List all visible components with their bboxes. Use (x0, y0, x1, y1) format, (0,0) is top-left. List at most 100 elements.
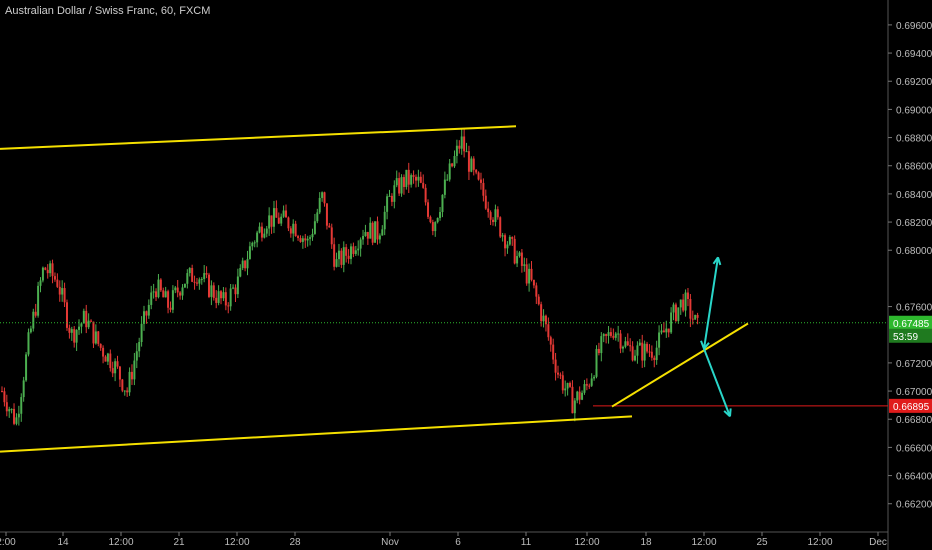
candle-body (455, 145, 458, 156)
candle-body (578, 391, 581, 400)
candle-body (188, 268, 191, 274)
candle-body (97, 331, 100, 344)
candle-body (390, 195, 393, 202)
candle-body (29, 328, 32, 333)
candle-body (92, 321, 95, 344)
candle-body (275, 208, 278, 218)
candle-body (143, 311, 146, 324)
candle-body (371, 222, 374, 243)
candle-body (520, 252, 523, 266)
candle-body (590, 378, 593, 386)
candle-body (58, 286, 61, 295)
candle-body (345, 247, 348, 256)
candle-body (198, 279, 201, 284)
candle-body (17, 413, 20, 418)
candle-body (624, 341, 627, 347)
candle-body (460, 136, 463, 149)
last-price-label: 0.67485 (893, 319, 930, 330)
x-tick-label: 18 (640, 537, 652, 548)
candle-body (335, 259, 338, 267)
candle-body (53, 276, 56, 280)
candle-body (116, 361, 119, 367)
candle-body (475, 169, 478, 173)
candle-body (205, 273, 208, 275)
candle-body (277, 217, 280, 224)
candle-body (340, 250, 343, 265)
candle-body (109, 353, 112, 369)
candle-body (689, 298, 692, 319)
x-tick-label: 11 (521, 537, 532, 548)
candle-body (200, 279, 203, 281)
y-tick-label: 0.68600 (896, 162, 932, 173)
candle-body (152, 291, 155, 293)
candle-body (424, 187, 427, 203)
candle-body (499, 217, 502, 237)
candle-body (626, 341, 629, 346)
candle-body (407, 169, 410, 185)
candle-body (581, 392, 584, 400)
x-tick-label: 21 (173, 537, 185, 548)
candle-body (583, 384, 586, 393)
countdown-label-box (889, 328, 932, 343)
candle-body (410, 175, 413, 185)
x-tick-label: 25 (756, 537, 768, 548)
candle-body (272, 208, 275, 227)
candle-body (227, 305, 230, 307)
candle-body (381, 229, 384, 236)
candle-body (123, 390, 126, 392)
candle-body (299, 238, 302, 242)
candle-body (576, 391, 579, 401)
candle-body (364, 231, 367, 236)
candle-body (573, 400, 576, 414)
x-tick-label: 12:00 (807, 537, 832, 548)
candle-body (292, 223, 295, 234)
candle-body (465, 151, 468, 153)
candle-body (665, 328, 668, 333)
candle-body (44, 267, 47, 270)
y-tick-label: 0.68000 (896, 246, 932, 257)
candle-body (636, 345, 639, 356)
candle-body (448, 163, 451, 180)
candle-body (682, 299, 685, 311)
candle-body (402, 177, 405, 187)
candle-body (439, 212, 442, 218)
candle-body (672, 304, 675, 313)
candle-body (75, 329, 78, 343)
level-price-label-box (889, 398, 932, 413)
candle-body (398, 178, 401, 194)
candle-body (325, 203, 328, 226)
candle-body (472, 158, 475, 170)
candle-body (118, 366, 121, 380)
candle-body (400, 177, 403, 194)
candle-body (224, 292, 227, 306)
candle-body (646, 343, 649, 352)
candle-body (212, 285, 215, 298)
candle-body (34, 311, 37, 316)
candle-body (638, 342, 641, 346)
candle-body (525, 264, 528, 284)
candle-body (489, 212, 492, 220)
x-tick-label: Dec (869, 537, 887, 548)
arrow-down-head (729, 408, 732, 417)
candle-body (248, 246, 251, 260)
candle-body (504, 235, 507, 249)
y-tick-label: 0.66400 (896, 472, 932, 483)
candle-body (405, 169, 408, 187)
candle-body (513, 238, 516, 264)
candle-body (155, 291, 158, 298)
candle-body (330, 227, 333, 245)
candle-body (492, 219, 495, 223)
y-tick-label: 0.69400 (896, 49, 932, 60)
candle-body (133, 360, 136, 380)
candle-body (658, 332, 661, 348)
arrow-up-head (717, 256, 722, 266)
arrow-down-head (723, 410, 731, 418)
candle-body (287, 217, 290, 229)
candle-body (130, 371, 133, 380)
candle-body (73, 329, 76, 343)
candle-body (167, 291, 170, 308)
candle-body (619, 333, 622, 349)
level-price-label: 0.66895 (893, 402, 930, 413)
candle-body (121, 379, 124, 391)
